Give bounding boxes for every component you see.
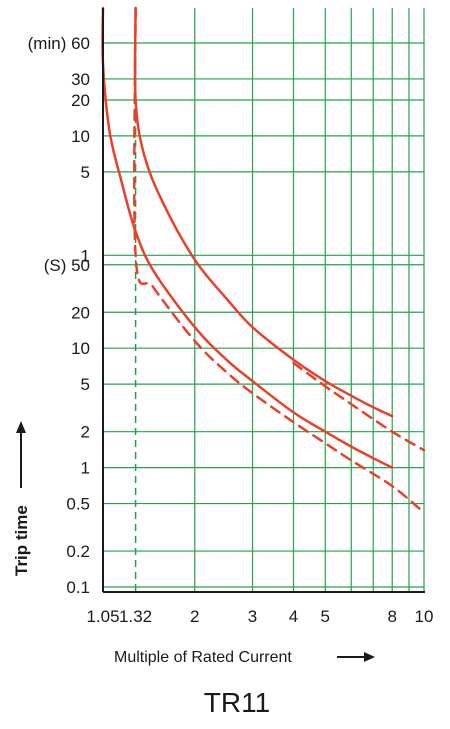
dashed-trip-curve-4 (292, 361, 426, 452)
x-tick-label: 3 (248, 607, 257, 626)
y-tick-label: 5 (81, 375, 90, 394)
y-tick-label: 0.1 (66, 578, 90, 597)
y-tick-label: 5 (81, 163, 90, 182)
x-tick-label: 10 (415, 607, 434, 626)
trip-curve-2 (101, 6, 394, 469)
x-tick-label: 4 (289, 607, 298, 626)
grid (102, 8, 425, 592)
dashed-trip-curve-3 (133, 6, 426, 514)
y-tick-label: 20 (71, 303, 90, 322)
y-tick-label: 1 (81, 246, 90, 265)
x-tick-label: 5 (321, 607, 330, 626)
x-axis-arrow (337, 652, 375, 662)
y-axis-arrow (16, 421, 26, 488)
y-tick-label: (min) 60 (28, 34, 90, 53)
curves (101, 6, 426, 514)
x-tick-label: 1.05 (86, 607, 119, 626)
x-tick-label: 1.32 (119, 607, 152, 626)
y-tick-label: 1 (81, 459, 90, 478)
x-tick-label: 8 (387, 607, 396, 626)
y-tick-label: 10 (71, 127, 90, 146)
y-tick-label: 10 (71, 339, 90, 358)
chart-title: TR11 (204, 687, 270, 718)
y-axis-title: Trip time (12, 505, 31, 576)
x-axis-title: Multiple of Rated Current (114, 649, 292, 666)
x-tick-labels: 1.05 1.32 2 3 4 5 8 10 (86, 607, 433, 626)
y-tick-label: 0.5 (66, 495, 90, 514)
y-tick-label: 2 (81, 423, 90, 442)
trip-curve-1 (133, 6, 394, 418)
y-tick-label: (S) 50 (44, 256, 90, 275)
y-tick-label: 20 (71, 91, 90, 110)
axes (102, 8, 425, 593)
y-tick-label: 30 (71, 70, 90, 89)
x-tick-label: 2 (190, 607, 199, 626)
y-tick-label: 0.2 (66, 542, 90, 561)
